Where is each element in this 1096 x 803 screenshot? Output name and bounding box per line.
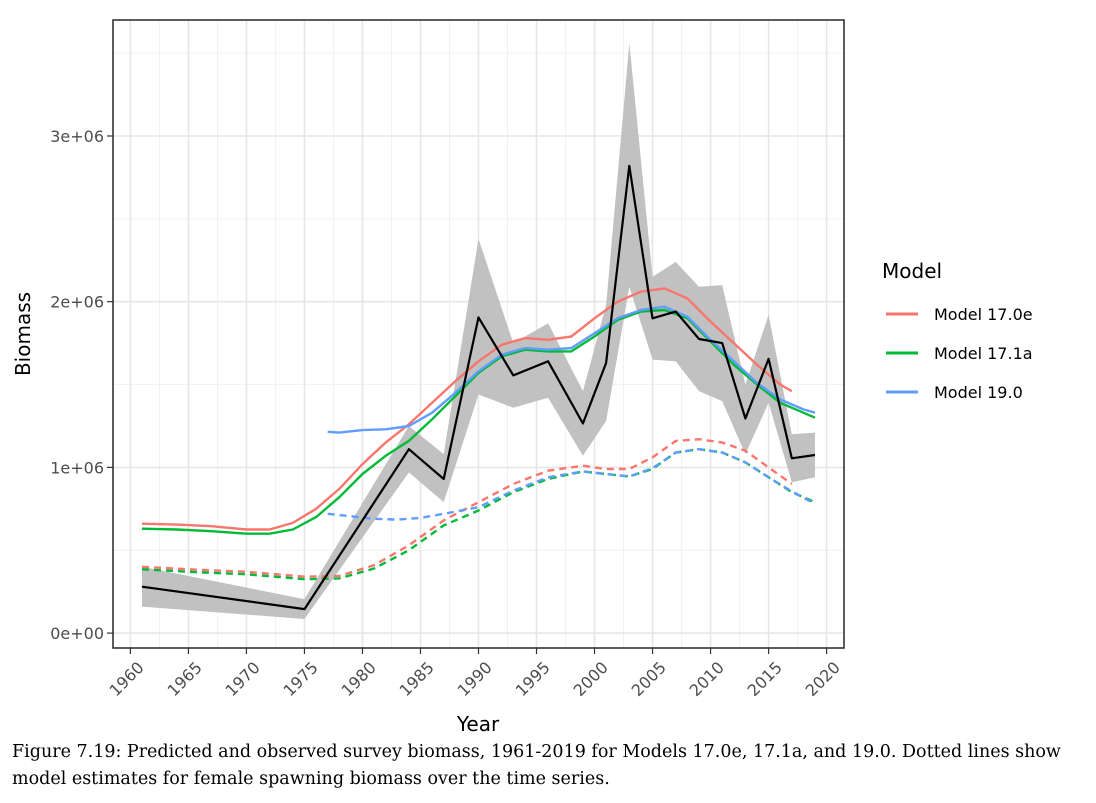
x-tick-label: 1980 xyxy=(338,658,380,700)
x-tick-label: 2000 xyxy=(570,658,612,700)
spawning-biomass-lines xyxy=(141,438,816,581)
biomass-chart: 1960 1965 1970 1975 1980 1985 1990 1995 2000 2005… xyxy=(11,19,1033,735)
legend-label: Model 17.1a xyxy=(934,344,1033,363)
model-line-model-17-0e xyxy=(141,287,793,531)
spawning-line-model-17-0e xyxy=(141,438,793,578)
observed-line xyxy=(141,164,816,611)
x-tick-label: 2020 xyxy=(802,658,844,700)
y-tick-label: 2e+06 xyxy=(50,293,104,312)
x-axis-title: Year xyxy=(456,712,500,735)
x-tick-label: 1970 xyxy=(222,658,264,700)
x-tick-label: 1985 xyxy=(396,658,438,700)
y-tick-label: 1e+06 xyxy=(50,458,104,477)
x-tick-label: 2010 xyxy=(686,658,728,700)
x-tick-label: 1975 xyxy=(280,658,322,700)
x-tick-label: 1995 xyxy=(512,658,554,700)
observed-band-area xyxy=(142,43,815,620)
x-tick-label: 1990 xyxy=(454,658,496,700)
y-axis-title: Biomass xyxy=(11,292,35,376)
x-tick-label: 2015 xyxy=(744,658,786,700)
y-tick-label: 3e+06 xyxy=(50,127,104,146)
y-tick-label: 0e+00 xyxy=(50,624,104,643)
legend: Model Model 17.0e Model 17.1a Model 19.0 xyxy=(882,259,1033,402)
observed-confidence-band xyxy=(142,43,815,620)
x-tick-label: 1965 xyxy=(164,658,206,700)
model-line-model-19-0 xyxy=(327,305,816,434)
spawning-line-model-19-0 xyxy=(327,448,816,521)
legend-label: Model 17.0e xyxy=(934,305,1033,324)
x-tick-label: 1960 xyxy=(105,658,147,700)
legend-title: Model xyxy=(882,259,942,283)
figure-caption: Figure 7.19: Predicted and observed surv… xyxy=(12,742,1061,789)
x-tick-label: 2005 xyxy=(628,658,670,700)
legend-label: Model 19.0 xyxy=(934,383,1023,402)
observed-biomass-line xyxy=(141,164,816,611)
